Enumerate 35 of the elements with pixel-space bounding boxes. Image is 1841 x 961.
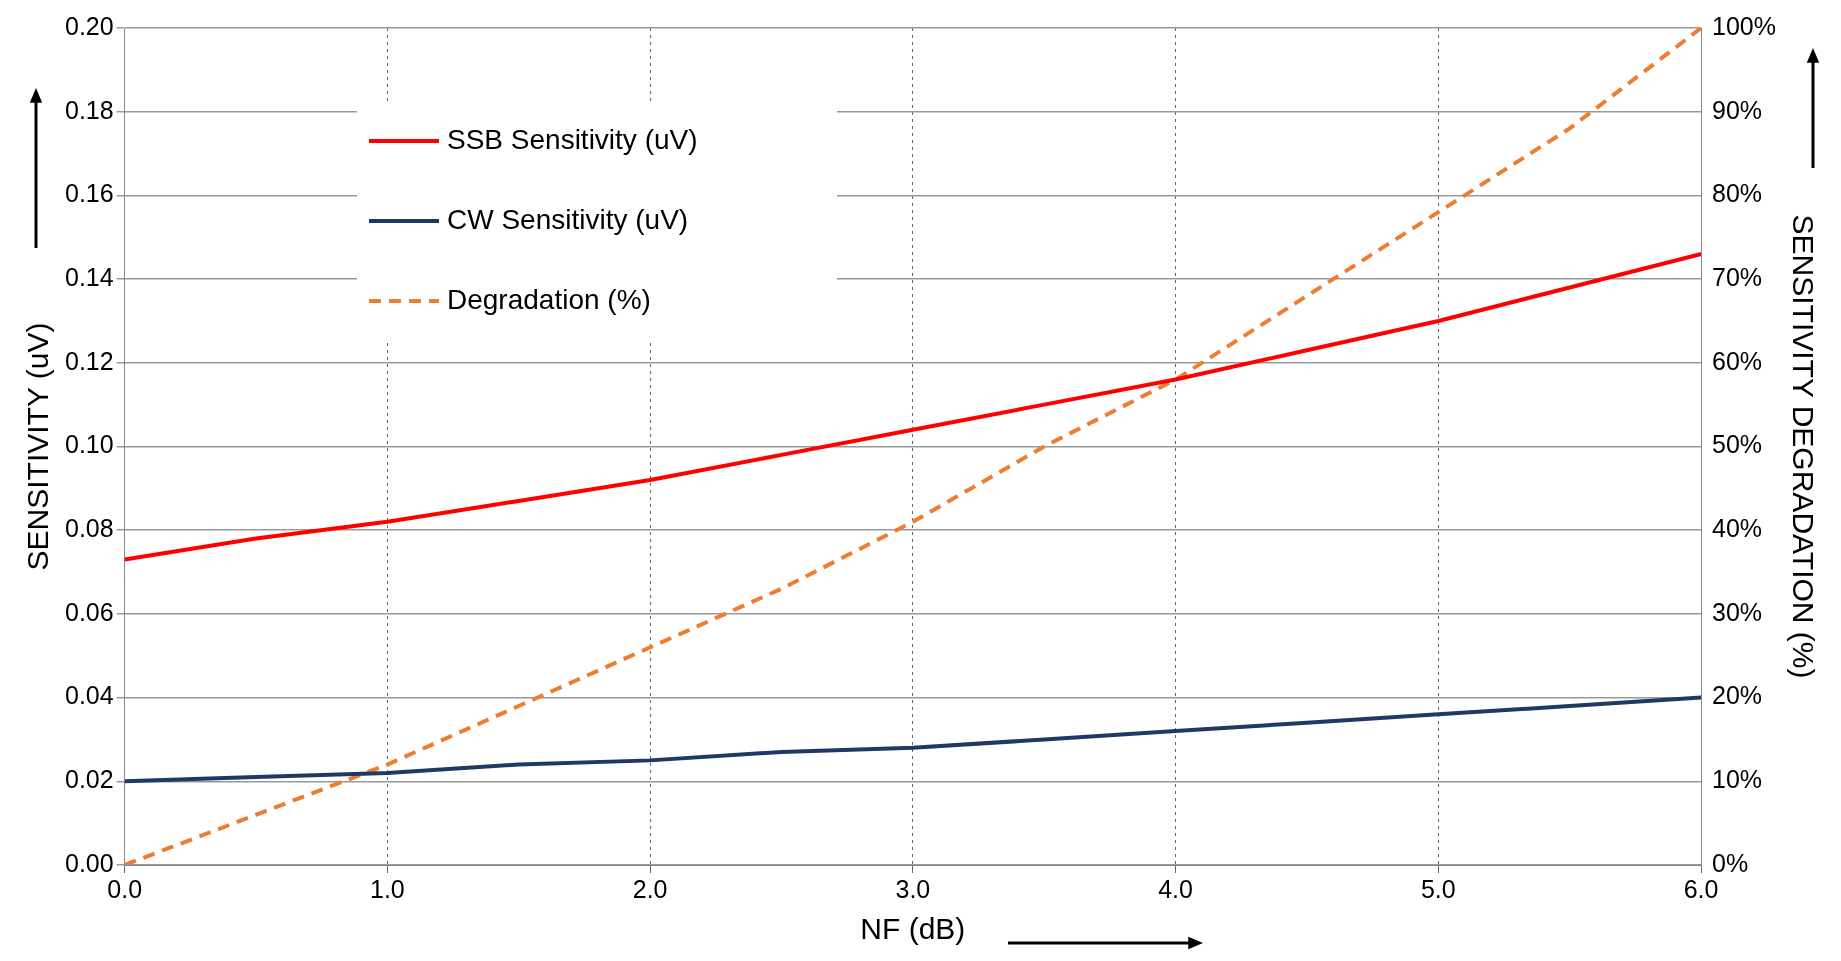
y-tick-label: 0.12 <box>64 346 114 375</box>
y-tick-label: 0.18 <box>64 95 114 124</box>
y-tick-label: 0.02 <box>64 765 114 794</box>
y2-tick-label: 20% <box>1712 681 1763 710</box>
legend-label: Degradation (%) <box>447 283 651 315</box>
y-axis-title: SENSITIVITY (uV) <box>21 322 55 571</box>
y2-tick-label: 100% <box>1712 11 1777 40</box>
y-tick-label: 0.00 <box>64 848 114 877</box>
x-tick-label: 5.0 <box>1420 874 1456 903</box>
y-tick-label: 0.08 <box>64 514 114 543</box>
y-tick-label: 0.06 <box>64 597 114 626</box>
x-tick-label: 3.0 <box>895 874 931 903</box>
y2-tick-label: 70% <box>1712 262 1763 291</box>
legend-label: CW Sensitivity (uV) <box>447 203 689 235</box>
y2-tick-label: 80% <box>1712 179 1763 208</box>
x-tick-label: 1.0 <box>370 874 405 903</box>
y-tick-label: 0.04 <box>64 681 114 710</box>
y-tick-label: 0.20 <box>64 11 114 40</box>
x-tick-label: 6.0 <box>1683 874 1719 903</box>
x-tick-label: 0.0 <box>107 874 143 903</box>
legend-label: SSB Sensitivity (uV) <box>447 123 698 155</box>
x-tick-label: 2.0 <box>632 874 668 903</box>
y-tick-label: 0.16 <box>64 179 114 208</box>
y2-tick-label: 30% <box>1712 597 1763 626</box>
y2-tick-label: 50% <box>1712 430 1763 459</box>
y2-tick-label: 0% <box>1712 848 1749 877</box>
y2-tick-label: 60% <box>1712 346 1763 375</box>
x-axis-title: NF (dB) <box>860 912 966 946</box>
y2-axis-title: SENSITIVITY DEGRADATION (%) <box>1786 214 1820 679</box>
x-tick-label: 4.0 <box>1158 874 1193 903</box>
y2-tick-label: 90% <box>1712 95 1763 124</box>
y-tick-label: 0.10 <box>64 430 114 459</box>
y-tick-label: 0.14 <box>64 262 114 291</box>
y2-tick-label: 40% <box>1712 514 1763 543</box>
y2-tick-label: 10% <box>1712 765 1763 794</box>
